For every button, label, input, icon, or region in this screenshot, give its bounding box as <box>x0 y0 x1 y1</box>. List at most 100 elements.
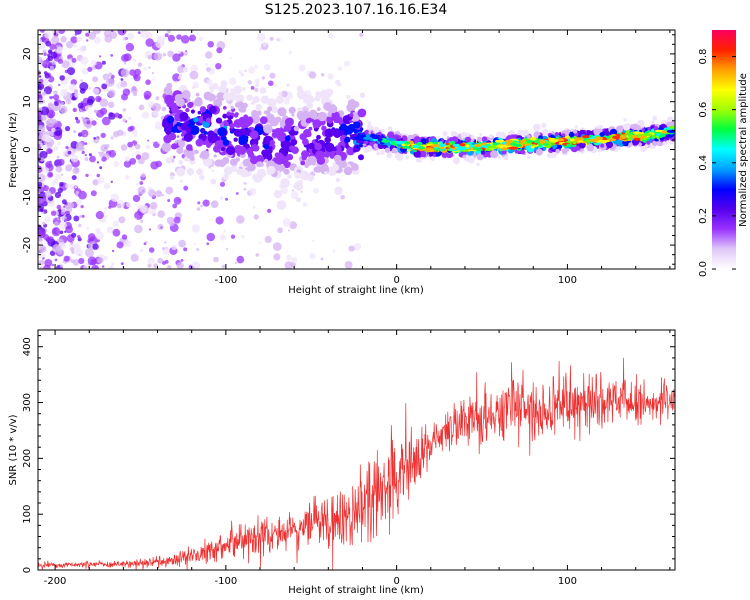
spectrogram-noise-blob <box>141 111 150 120</box>
spectrogram-noise-blob <box>215 62 222 70</box>
spectrogram-ridge-blob <box>476 153 484 161</box>
spectrogram-noise-blob <box>120 80 128 88</box>
spectrogram-ridge-blob <box>315 139 319 142</box>
spectrogram-ridge-blob <box>650 120 655 125</box>
spectrogram-ridge-blob <box>476 136 483 142</box>
spectrogram-ridge-blob <box>306 131 312 137</box>
spectrogram-ridge-blob <box>574 125 578 129</box>
spectrogram-noise-blob <box>132 194 141 203</box>
spectrogram-ridge-blob <box>397 135 402 140</box>
spectrogram-ridge-blob <box>238 135 249 145</box>
spectrogram-noise-blob <box>172 53 181 62</box>
spectrogram-noise-blob <box>308 71 317 79</box>
spectrogram-ridge-blob <box>178 140 186 148</box>
spectrogram-noise-blob <box>327 73 334 80</box>
spectrogram-noise-blob <box>38 224 42 231</box>
spectrogram-noise-blob <box>39 266 44 269</box>
spectrogram-noise-blob <box>289 221 298 230</box>
spectrogram-noise-blob <box>38 173 46 182</box>
spectrogram-noise-blob <box>52 178 59 185</box>
spectrogram-noise-blob <box>96 231 104 240</box>
spectrogram-noise-blob <box>141 152 150 161</box>
spectrogram-noise-blob <box>65 164 73 172</box>
spectrogram-noise-blob <box>46 142 53 149</box>
spectrogram-ridge-blob <box>623 123 631 131</box>
spectrogram-noise-blob <box>150 161 159 170</box>
spectrogram-ridge-blob <box>220 147 225 152</box>
spectrogram-ridge-blob <box>240 121 248 129</box>
spectrogram-ridge-blob <box>334 186 343 195</box>
spectrogram-noise-blob <box>200 204 203 208</box>
spectrogram-noise-blob <box>90 190 97 197</box>
spectrogram-ridge-blob <box>263 124 273 134</box>
spectrogram-ridge-blob <box>572 129 578 134</box>
snr-y-label: SNR (10 * v/v) <box>8 414 19 485</box>
spectrogram-noise-blob <box>80 205 84 209</box>
spectrogram-ridge-blob <box>481 151 485 155</box>
spectrogram-noise-blob <box>78 257 85 265</box>
spectrogram-noise-blob <box>52 244 61 253</box>
spectrogram-ridge-blob <box>441 151 448 158</box>
spectrogram-noise-blob <box>254 78 260 84</box>
spectrogram-ridge-blob <box>335 177 340 183</box>
spectrogram-noise-blob <box>155 190 163 198</box>
spectrogram-noise-blob <box>130 253 139 262</box>
spectrogram-noise-blob <box>123 36 127 41</box>
spectrogram-ridge-blob <box>194 149 199 154</box>
spectrogram-noise-blob <box>112 228 121 237</box>
spectrogram-ridge-blob <box>315 166 322 173</box>
spectrogram-ridge-blob <box>240 73 244 77</box>
spectrogram-ridge-blob <box>206 143 211 149</box>
spectrogram-ridge-blob <box>179 74 183 78</box>
snr-frame <box>37 329 676 571</box>
spectrogram-noise-blob <box>87 66 93 72</box>
spectrogram-ridge-blob <box>286 153 294 161</box>
spectrogram-ridge-blob <box>302 138 309 146</box>
spectrogram-ridge-blob <box>222 157 230 165</box>
spectrogram-ridge-blob <box>606 141 613 149</box>
spectrogram-ridge-blob <box>330 117 334 121</box>
spectrogram-ridge-blob <box>195 92 200 97</box>
spectrogram-noise-blob <box>359 32 364 38</box>
spectrogram-ridge-blob <box>233 85 242 95</box>
spectrogram-noise-blob <box>253 214 259 220</box>
spectrogram-ridge-blob <box>256 161 262 168</box>
spectrogram-ridge-blob <box>226 146 236 156</box>
spectrogram-noise-blob <box>54 221 59 227</box>
spectrogram-ridge-blob <box>460 131 467 138</box>
spectrogram-ridge-blob <box>283 161 291 169</box>
spectrogram-noise-blob <box>54 173 62 181</box>
spectrogram-noise-blob <box>144 94 150 100</box>
spectrogram-noise-blob <box>105 215 109 218</box>
spectrogram-noise-blob <box>134 224 143 234</box>
spectrogram-noise-blob <box>51 60 56 65</box>
spectrogram-noise-blob <box>167 50 174 58</box>
spectrogram-ridge-blob <box>321 125 327 131</box>
spectrogram-noise-blob <box>86 98 94 106</box>
spectrogram-ridge-blob <box>235 157 240 162</box>
spectrogram-ridge-blob <box>211 82 219 90</box>
spectrogram-noise-blob <box>344 261 353 269</box>
spectrogram-noise-blob <box>59 264 64 268</box>
spectrogram-noise-blob <box>46 148 53 155</box>
spectrogram-noise-blob <box>250 86 255 90</box>
spectrogram-noise-blob <box>45 74 49 78</box>
spectrogram-noise-blob <box>205 51 213 59</box>
spectrogram-noise-blob <box>69 242 75 248</box>
spectrogram-noise-blob <box>160 226 163 229</box>
spectrogram-noise-blob <box>155 96 160 101</box>
spectrogram-ridge-blob <box>199 174 205 181</box>
spectrogram-noise-blob <box>65 225 73 234</box>
spectrogram-noise-blob <box>238 70 243 74</box>
spectrogram-ridge-blob <box>230 88 234 92</box>
spectrogram-ridge-blob <box>271 106 278 114</box>
figure-title: S125.2023.107.16.16.E34 <box>265 2 448 18</box>
snr-axes: -200 -100 0 100 0 100 200 300 400 <box>22 330 675 587</box>
spectrogram-ridge-blob <box>187 98 191 102</box>
spectrogram-x-tick-label: -100 <box>215 275 238 286</box>
spectrogram-ridge-blob <box>317 111 328 122</box>
spectrogram-noise-blob <box>38 97 44 105</box>
spectrogram-noise-blob <box>78 254 81 256</box>
spectrogram-ridge-blob <box>413 136 421 144</box>
spectrogram-noise-blob <box>38 75 42 78</box>
